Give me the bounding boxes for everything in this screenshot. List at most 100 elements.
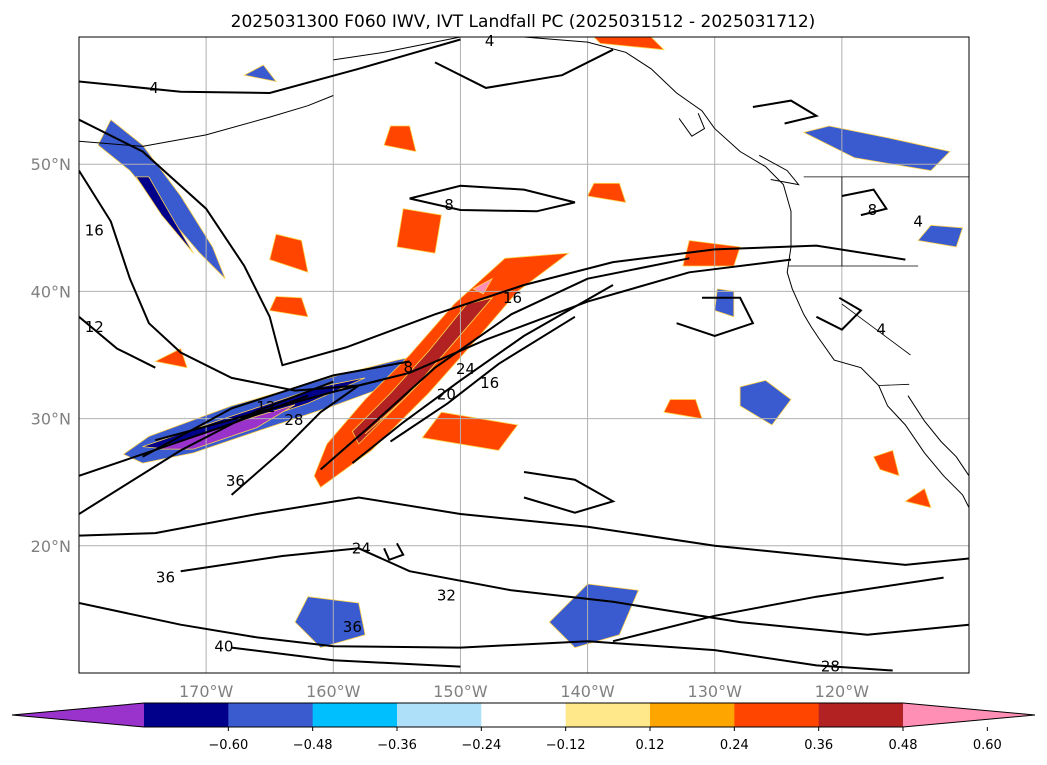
coastlines xyxy=(79,37,969,508)
longitude-tick-label: 170°W xyxy=(179,682,234,701)
contour-label: 36 xyxy=(156,569,175,587)
latitude-tick-label: 40°N xyxy=(31,282,71,301)
ivt-anomaly-area xyxy=(587,182,627,203)
ivt-anomaly-area xyxy=(135,176,194,254)
colorbar-tick-label: 0.36 xyxy=(804,738,833,753)
contour-label: 32 xyxy=(437,586,456,604)
latitude-tick-label: 20°N xyxy=(31,537,71,556)
longitude-tick-label: 130°W xyxy=(688,682,743,701)
colorbar-bin xyxy=(481,703,567,727)
latitude-tick-labels: 20°N 30°N 40°N 50°N xyxy=(31,155,71,556)
contour-label: 4 xyxy=(149,79,159,97)
iwv-contour-line xyxy=(230,384,360,496)
ivt-anomaly-area xyxy=(873,449,900,477)
ivt-anomaly-area xyxy=(396,208,442,254)
ivt-anomaly-area xyxy=(421,411,519,451)
ivt-anomaly-area xyxy=(269,296,309,318)
chart-title: 2025031300 F060 IWV, IVT Landfall PC (20… xyxy=(231,12,816,32)
iwv-contour-line xyxy=(841,188,889,217)
contour-label: 12 xyxy=(85,318,104,336)
contour-label: 8 xyxy=(444,196,454,214)
contour-label: 16 xyxy=(85,221,104,239)
colorbar-tick-label: 0.24 xyxy=(720,738,749,753)
coastline xyxy=(907,395,969,477)
ivt-anomaly-area xyxy=(739,379,792,426)
map-panel: 4 4 16 12 8 16 8 24 16 20 12 28 36 24 36 32 36 40 28 8 4 4 17… xyxy=(31,32,970,701)
iwv-contour-line xyxy=(351,284,614,464)
contour-label: 28 xyxy=(284,411,303,429)
longitude-tick-label: 160°W xyxy=(306,682,361,701)
contour-label: 12 xyxy=(256,398,275,416)
colorbar-bin xyxy=(228,703,314,727)
ivt-anomaly-area xyxy=(383,125,417,153)
contour-label: 20 xyxy=(437,385,456,403)
iwv-contour-line xyxy=(79,316,156,369)
colorbar-bin xyxy=(734,703,820,727)
ivt-anomaly-area xyxy=(313,252,570,488)
colorbar-bin xyxy=(650,703,735,727)
longitude-tick-label: 140°W xyxy=(560,682,615,701)
iwv-contour-line xyxy=(389,315,576,443)
iwv-contour-line xyxy=(79,170,792,392)
map-frame xyxy=(78,36,970,674)
colorbar-tick-label: −0.24 xyxy=(461,738,501,753)
iwv-contour-line xyxy=(79,394,309,477)
contour-label: 4 xyxy=(913,212,923,230)
ivt-anomaly-area xyxy=(802,125,951,172)
iwv-contour-line xyxy=(79,118,906,367)
map-background xyxy=(79,37,969,673)
iwv-contour-line xyxy=(815,296,863,331)
colorbar-bin xyxy=(397,703,482,727)
contour-label: 4 xyxy=(485,32,495,50)
colorbar-extend-low xyxy=(12,703,144,727)
coastline xyxy=(79,95,334,147)
contour-label: 8 xyxy=(868,201,878,219)
ivt-anomaly-area xyxy=(154,348,188,369)
longitude-tick-labels: 170°W 160°W 150°W 140°W 130°W 120°W xyxy=(179,682,869,701)
contour-label: 24 xyxy=(456,360,475,378)
colorbar-bin xyxy=(144,703,229,727)
colorbar-tick-label: −0.60 xyxy=(208,738,248,753)
contour-label: 40 xyxy=(214,637,233,655)
colorbar-tick-label: −0.48 xyxy=(293,738,333,753)
iwv-contour-line xyxy=(79,380,334,515)
political-border xyxy=(878,383,910,386)
coastline xyxy=(758,154,800,186)
coastline xyxy=(678,113,706,137)
iwv-contour-line xyxy=(180,547,969,636)
contour-label: 28 xyxy=(821,658,840,676)
contour-label: 24 xyxy=(352,539,371,557)
ivt-anomaly-area xyxy=(243,64,278,83)
iwv-contour-line xyxy=(409,184,576,213)
longitude-tick-label: 150°W xyxy=(433,682,488,701)
colorbar-bin xyxy=(818,703,904,727)
contour-label: 36 xyxy=(226,472,245,490)
colorbar-bin xyxy=(565,703,651,727)
iwv-contour-line xyxy=(231,646,461,668)
iwv-contour-line xyxy=(612,576,944,643)
iwv-contour-line xyxy=(79,38,461,95)
contour-label: 8 xyxy=(404,359,414,377)
contour-label: 36 xyxy=(343,618,362,636)
colorbar-outline xyxy=(11,702,1036,728)
ivt-anomaly-area xyxy=(663,399,703,420)
coastline xyxy=(523,37,969,508)
colorbar-tick-label: 0.48 xyxy=(889,738,918,753)
iwv-contour-line xyxy=(79,496,969,566)
iwv-contour-line xyxy=(434,48,614,89)
contour-label: 16 xyxy=(503,289,522,307)
contour-label: 16 xyxy=(480,374,499,392)
ivt-anomaly-area xyxy=(269,233,309,273)
ivt-anomaly-area xyxy=(294,596,366,649)
colorbar-tick-label: 0.12 xyxy=(636,738,665,753)
colorbar-tick-label: −0.12 xyxy=(546,738,586,753)
colorbar-bin xyxy=(312,703,398,727)
latitude-tick-label: 50°N xyxy=(31,155,71,174)
ivt-anomaly-area xyxy=(917,224,964,248)
iwv-contour-line xyxy=(752,99,820,125)
colorbar-tick-label: −0.36 xyxy=(377,738,417,753)
iwv-contour-line xyxy=(319,257,690,471)
contour-label: 4 xyxy=(876,321,886,339)
coastline xyxy=(333,37,461,61)
